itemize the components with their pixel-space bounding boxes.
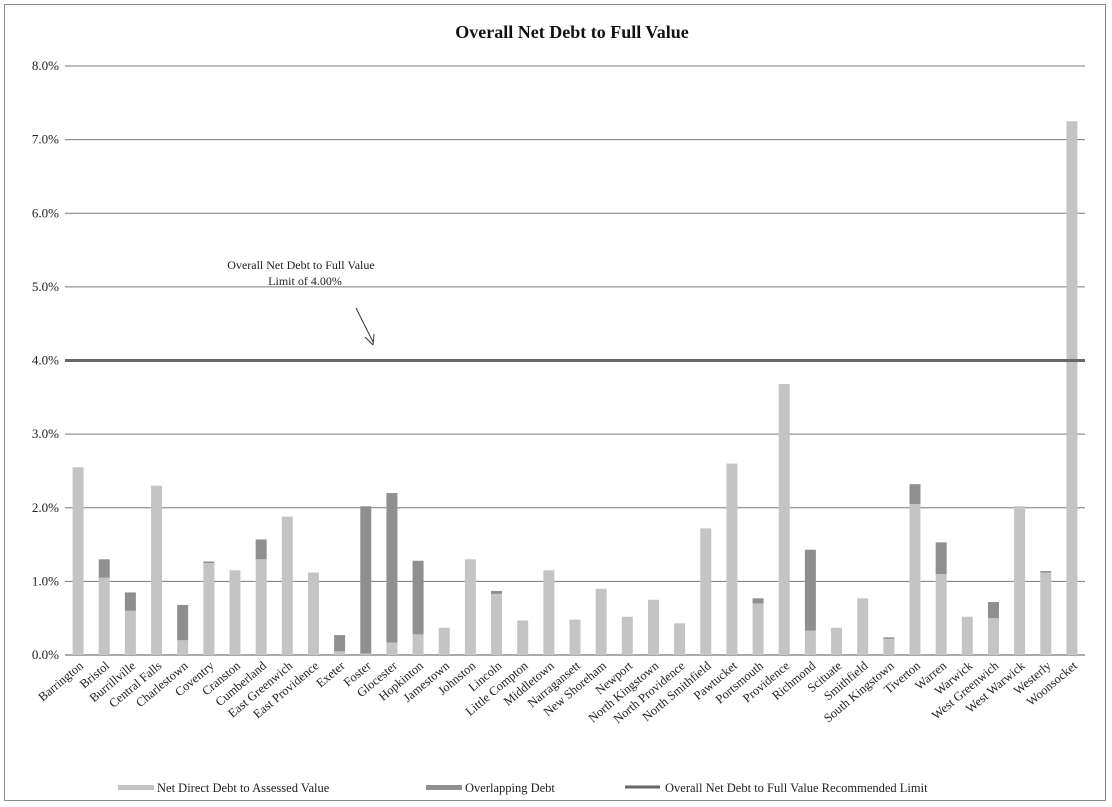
bar-overlapping-debt bbox=[334, 635, 346, 652]
legend-label-overlapping-debt: Overlapping Debt bbox=[465, 781, 555, 795]
bar-net-direct-debt bbox=[464, 559, 476, 655]
bar-overlapping-debt bbox=[909, 484, 921, 505]
annotation-line-1: Overall Net Debt to Full Value bbox=[227, 258, 374, 272]
legend-label-recommended-limit: Overall Net Debt to Full Value Recommend… bbox=[665, 781, 928, 795]
bar-net-direct-debt bbox=[177, 640, 189, 655]
bar-net-direct-debt bbox=[674, 623, 686, 655]
bar-net-direct-debt bbox=[543, 570, 555, 655]
bar-overlapping-debt bbox=[98, 559, 110, 578]
bar-net-direct-debt bbox=[438, 627, 450, 655]
bar-net-direct-debt bbox=[491, 593, 503, 655]
y-tick-label: 7.0% bbox=[32, 132, 59, 147]
legend: Net Direct Debt to Assessed Value Overla… bbox=[118, 781, 928, 795]
bar-overlapping-debt bbox=[987, 601, 999, 619]
y-tick-label: 5.0% bbox=[32, 279, 59, 294]
x-category-label: Exeter bbox=[314, 658, 349, 690]
bar-net-direct-debt bbox=[909, 504, 921, 655]
y-axis-tick-labels: 0.0% 1.0% 2.0% 3.0% 4.0% 5.0% 6.0% 7.0% 8.0% bbox=[32, 58, 59, 662]
annotation-line-2: Limit of 4.00% bbox=[268, 274, 342, 288]
chart-frame: Overall Net Debt to Full Value 0.0% 1.0% 2… bbox=[4, 4, 1106, 801]
bar-net-direct-debt bbox=[961, 616, 973, 655]
chart-svg: Overall Net Debt to Full Value 0.0% 1.0% 2… bbox=[32, 22, 1085, 795]
y-tick-label: 8.0% bbox=[32, 58, 59, 73]
bar-net-direct-debt bbox=[804, 630, 816, 655]
bar-net-direct-debt bbox=[72, 467, 84, 655]
y-tick-label: 6.0% bbox=[32, 205, 59, 220]
bar-net-direct-debt bbox=[281, 516, 293, 655]
bar-overlapping-debt bbox=[177, 604, 189, 641]
bar-overlapping-debt bbox=[935, 542, 947, 575]
bar-overlapping-debt bbox=[124, 592, 136, 611]
bar-net-direct-debt bbox=[203, 562, 215, 655]
bar-overlapping-debt bbox=[412, 560, 424, 635]
annotation-arrow-head bbox=[364, 333, 375, 346]
bar-overlapping-debt bbox=[752, 598, 764, 604]
bar-net-direct-debt bbox=[647, 599, 659, 655]
bar-net-direct-debt bbox=[778, 384, 790, 655]
bar-net-direct-debt bbox=[569, 619, 581, 655]
bar-net-direct-debt bbox=[334, 651, 346, 655]
chart-title: Overall Net Debt to Full Value bbox=[455, 22, 688, 42]
bar-net-direct-debt bbox=[752, 603, 764, 655]
legend-swatch-overlapping-debt bbox=[426, 785, 462, 790]
legend-swatch-net-direct-debt bbox=[118, 785, 154, 790]
bar-net-direct-debt bbox=[700, 528, 712, 655]
bar-net-direct-debt bbox=[726, 463, 738, 655]
bar-net-direct-debt bbox=[857, 598, 869, 655]
bar-overlapping-debt bbox=[883, 637, 895, 639]
bar-net-direct-debt bbox=[987, 618, 999, 655]
y-tick-label: 2.0% bbox=[32, 500, 59, 515]
bar-net-direct-debt bbox=[595, 588, 607, 655]
bar-net-direct-debt bbox=[98, 577, 110, 655]
bar-overlapping-debt bbox=[360, 506, 372, 654]
bar-net-direct-debt bbox=[935, 574, 947, 655]
y-tick-label: 0.0% bbox=[32, 647, 59, 662]
y-tick-label: 3.0% bbox=[32, 426, 59, 441]
bar-net-direct-debt bbox=[412, 634, 424, 655]
bar-overlapping-debt bbox=[386, 493, 398, 643]
bar-net-direct-debt bbox=[883, 638, 895, 655]
bar-net-direct-debt bbox=[360, 653, 372, 655]
bar-net-direct-debt bbox=[307, 572, 319, 655]
bar-net-direct-debt bbox=[255, 559, 267, 655]
bar-net-direct-debt bbox=[1014, 506, 1026, 655]
annotation: Overall Net Debt to Full Value Limit of … bbox=[227, 258, 375, 346]
bar-overlapping-debt bbox=[491, 590, 503, 594]
y-tick-label: 1.0% bbox=[32, 573, 59, 588]
bar-net-direct-debt bbox=[229, 570, 241, 655]
bar-net-direct-debt bbox=[1040, 572, 1052, 655]
bar-overlapping-debt bbox=[203, 561, 215, 563]
legend-label-net-direct-debt: Net Direct Debt to Assessed Value bbox=[157, 781, 330, 795]
y-tick-label: 4.0% bbox=[32, 353, 59, 368]
bar-net-direct-debt bbox=[151, 485, 163, 655]
bar-overlapping-debt bbox=[804, 549, 816, 631]
bars bbox=[72, 121, 1078, 655]
bar-net-direct-debt bbox=[517, 620, 529, 655]
bar-net-direct-debt bbox=[124, 610, 136, 655]
bar-net-direct-debt bbox=[621, 616, 633, 655]
bar-net-direct-debt bbox=[831, 627, 843, 655]
bar-overlapping-debt bbox=[255, 539, 267, 560]
annotation-arrow-shaft bbox=[355, 307, 374, 343]
bar-net-direct-debt bbox=[1066, 121, 1078, 655]
bar-net-direct-debt bbox=[386, 642, 398, 655]
bar-overlapping-debt bbox=[1040, 571, 1052, 573]
